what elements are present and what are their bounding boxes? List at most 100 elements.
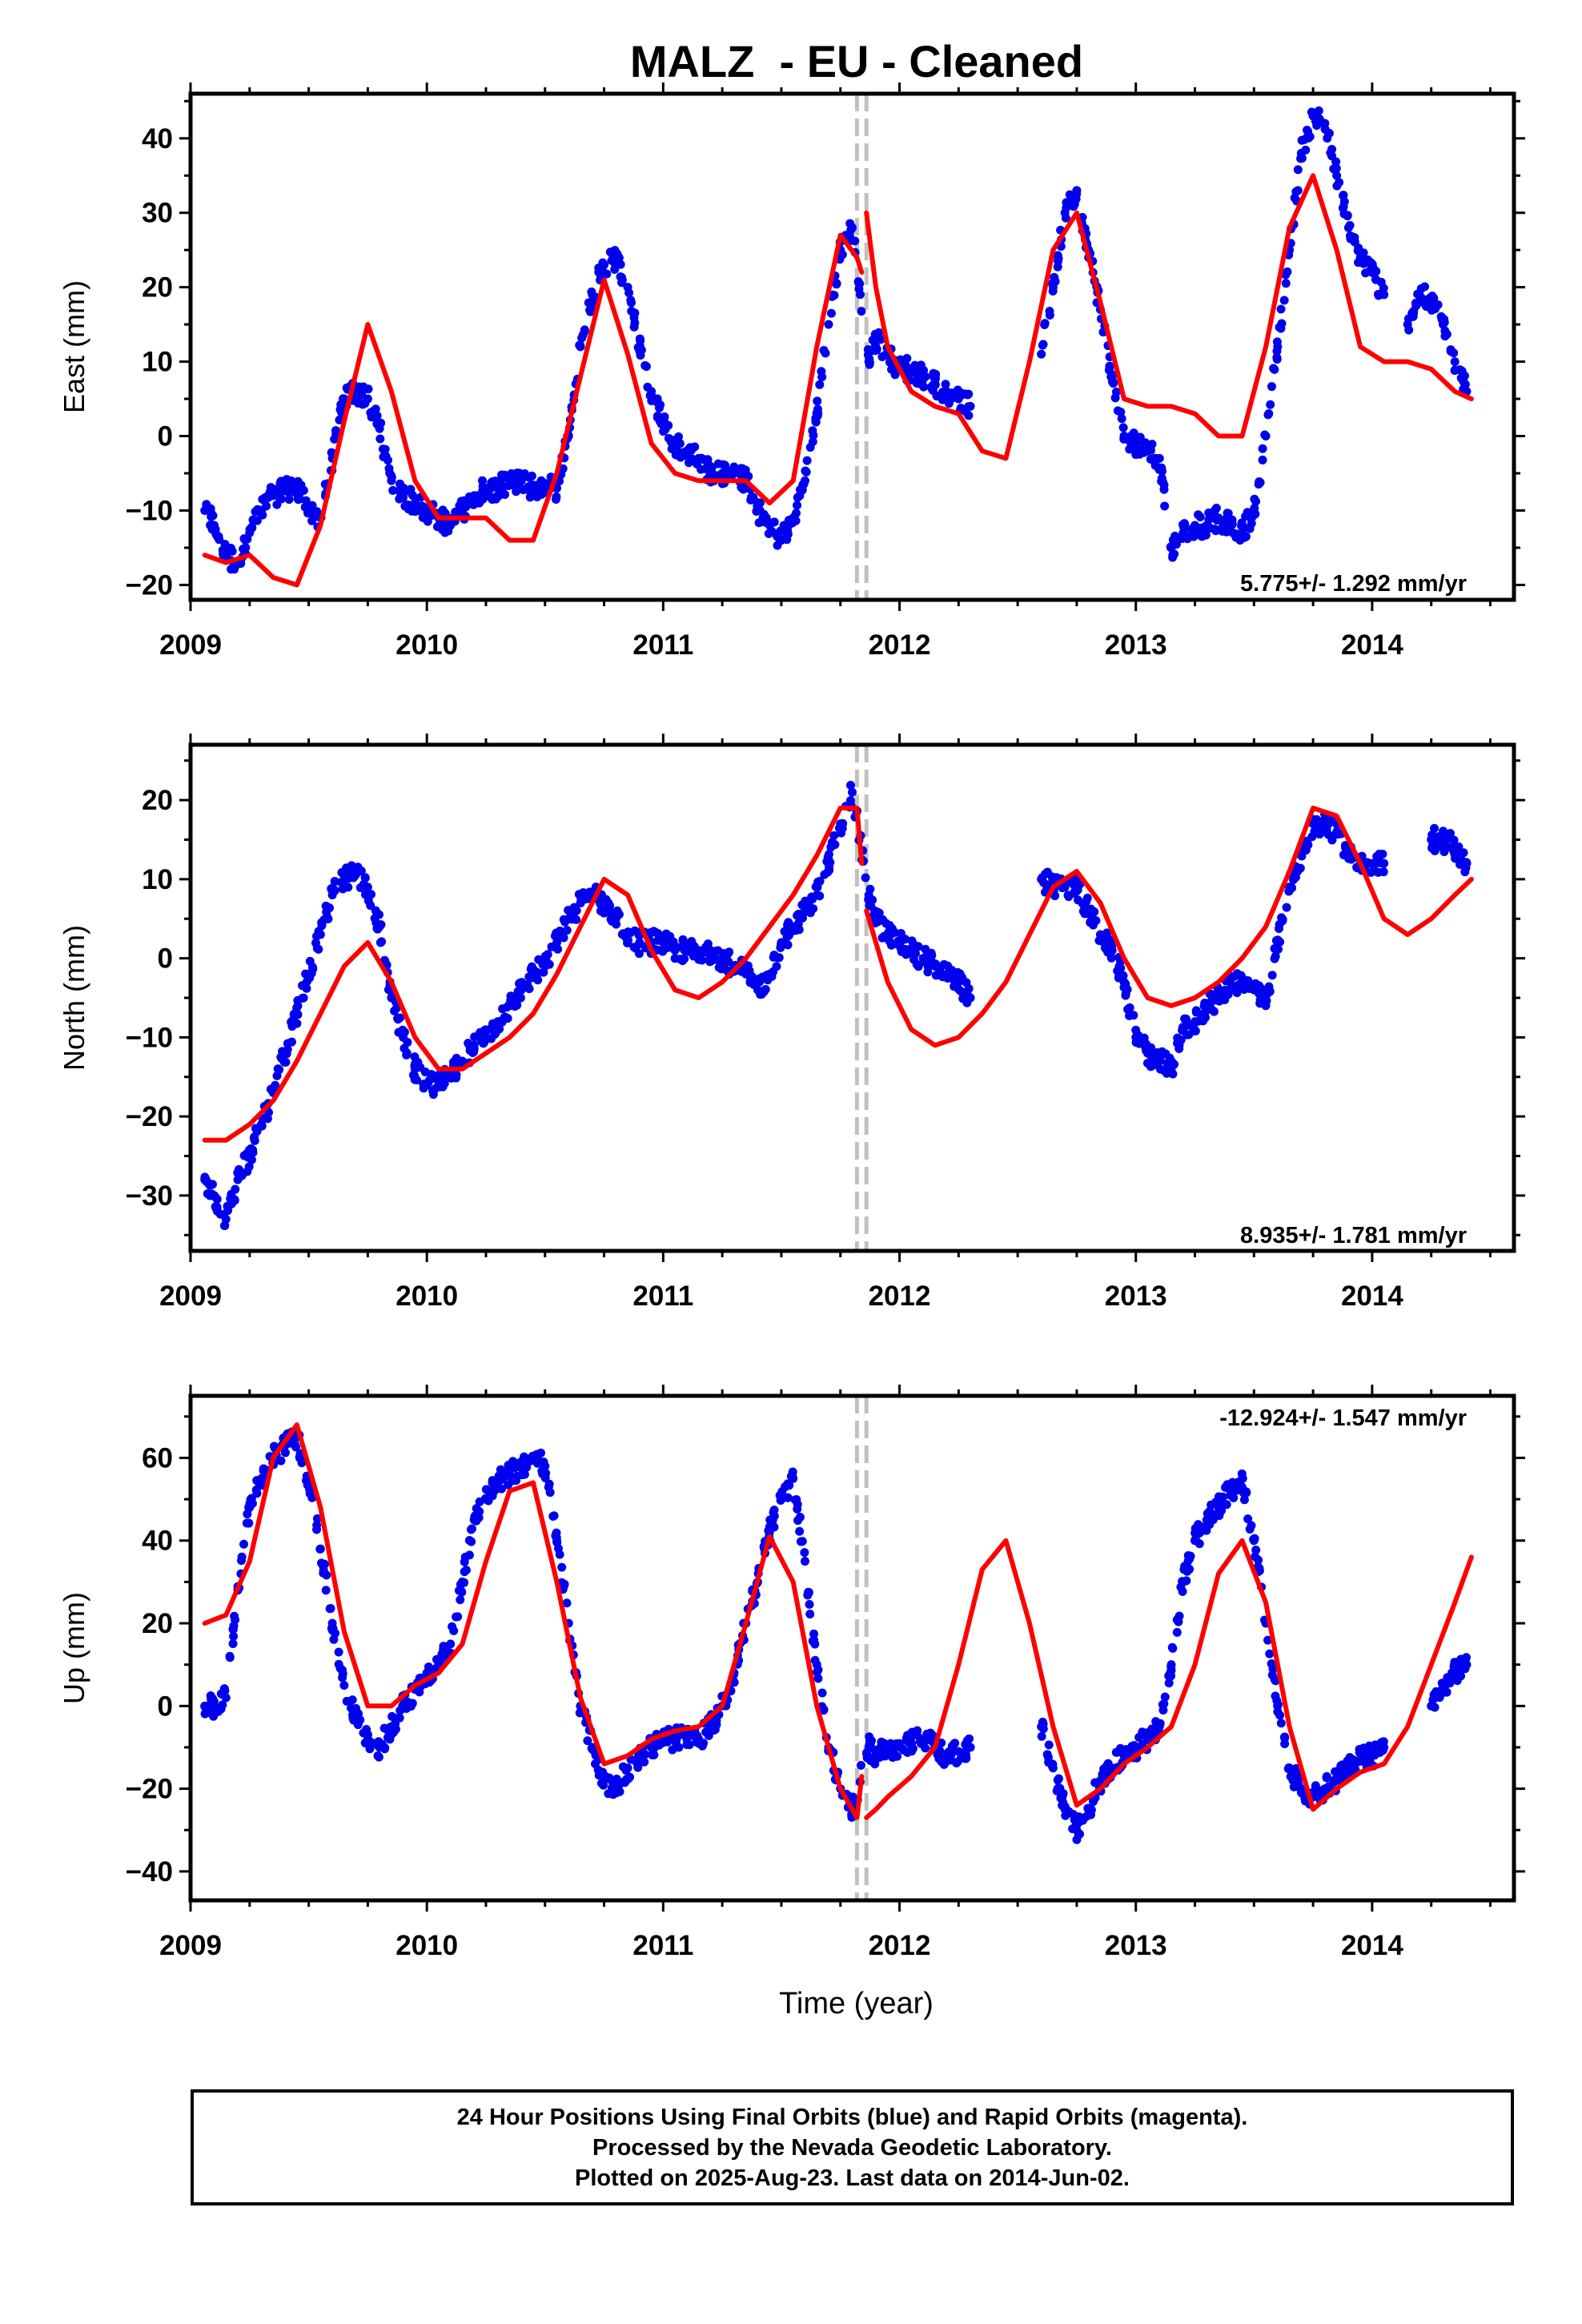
data-point [1106, 953, 1116, 963]
data-point [615, 1787, 624, 1796]
data-point [828, 290, 837, 300]
data-point [955, 969, 965, 979]
data-point [1279, 296, 1289, 305]
data-point [626, 298, 636, 308]
data-point [400, 1043, 409, 1053]
data-point [685, 444, 694, 453]
data-point [813, 1674, 823, 1683]
data-point [781, 1482, 790, 1492]
data-point [1303, 132, 1312, 142]
data-point [305, 956, 315, 966]
data-point [1217, 1506, 1227, 1515]
data-point [1095, 930, 1105, 939]
x-tick-label: 2009 [159, 1281, 222, 1312]
data-point [221, 1693, 231, 1703]
data-point [886, 1739, 896, 1748]
data-point [1297, 154, 1307, 163]
data-point [1191, 529, 1201, 538]
model-curve-after-step [864, 173, 1474, 461]
data-point [1118, 423, 1128, 432]
data-point [1168, 1643, 1178, 1653]
data-point [1037, 349, 1046, 359]
data-point [568, 905, 578, 915]
data-point [802, 456, 812, 465]
data-point [791, 516, 801, 525]
data-point [367, 890, 376, 899]
data-point [1293, 866, 1303, 876]
data-point [257, 509, 267, 519]
data-point [387, 472, 396, 482]
data-point [1282, 903, 1291, 912]
data-point [312, 1514, 322, 1523]
data-point [585, 307, 595, 316]
data-point [1239, 1495, 1249, 1505]
data-point [612, 906, 622, 915]
data-point [1053, 1783, 1062, 1793]
data-point [1300, 1796, 1310, 1806]
data-point [872, 344, 881, 354]
data-point [673, 1731, 683, 1741]
data-point [293, 1001, 303, 1011]
data-point [322, 1570, 331, 1580]
data-point [467, 1524, 476, 1534]
data-point [367, 407, 377, 416]
data-point [239, 1539, 249, 1549]
data-point [729, 468, 739, 478]
data-point [1455, 365, 1464, 375]
data-point [1251, 1546, 1261, 1555]
data-point [676, 955, 685, 964]
data-point [284, 495, 294, 505]
data-point [1288, 875, 1298, 885]
data-point [227, 1189, 236, 1199]
data-point [1459, 377, 1468, 387]
data-point [1371, 275, 1380, 284]
data-point [966, 993, 975, 1003]
data-point [637, 1754, 647, 1763]
data-point [1379, 1743, 1389, 1752]
data-point [275, 1065, 284, 1075]
data-point [343, 872, 352, 882]
data-point [767, 527, 777, 537]
data-point [1273, 342, 1283, 352]
data-point [612, 919, 621, 929]
y-tick-label: 10 [142, 864, 173, 895]
data-point [1191, 1026, 1200, 1035]
data-point [865, 1739, 875, 1748]
data-point [706, 956, 716, 966]
data-point [1442, 1687, 1452, 1697]
x-tick-label: 2010 [396, 629, 458, 661]
data-point [725, 947, 734, 957]
data-point [1241, 532, 1251, 541]
data-point [629, 313, 639, 323]
data-point [800, 476, 809, 485]
data-point [808, 1636, 817, 1646]
panel-up: 2009 2010 2011 2012 2013 2014 −40 −20 0 20 40 60 Up … [58, 1385, 1525, 2020]
data-point [325, 903, 335, 913]
data-point [1324, 818, 1334, 828]
data-point [1339, 191, 1348, 200]
data-point [315, 930, 325, 939]
data-point [1379, 858, 1389, 868]
data-point [1312, 825, 1322, 834]
data-point [1360, 1750, 1370, 1759]
data-point [588, 296, 598, 305]
data-point [746, 495, 756, 505]
data-point [1264, 408, 1274, 418]
y-tick-label: −20 [126, 569, 173, 601]
data-point [1456, 1671, 1466, 1681]
data-point [801, 896, 810, 906]
data-point [460, 1557, 469, 1566]
data-point [1045, 307, 1054, 316]
data-point [1223, 509, 1232, 518]
data-point [1275, 937, 1285, 947]
data-point [809, 904, 818, 914]
data-point [795, 1526, 805, 1536]
y-tick-label: −20 [126, 1101, 173, 1132]
data-point [221, 1215, 231, 1224]
data-point [1170, 1059, 1179, 1069]
panel-north: 2009 2010 2011 2012 2013 2014 −30 −20 −10 0 10 20 No… [58, 734, 1525, 1312]
data-point [1331, 163, 1341, 173]
y-axis-label: North (mm) [58, 925, 90, 1071]
data-point [1203, 1509, 1212, 1518]
data-point [1247, 1521, 1256, 1530]
